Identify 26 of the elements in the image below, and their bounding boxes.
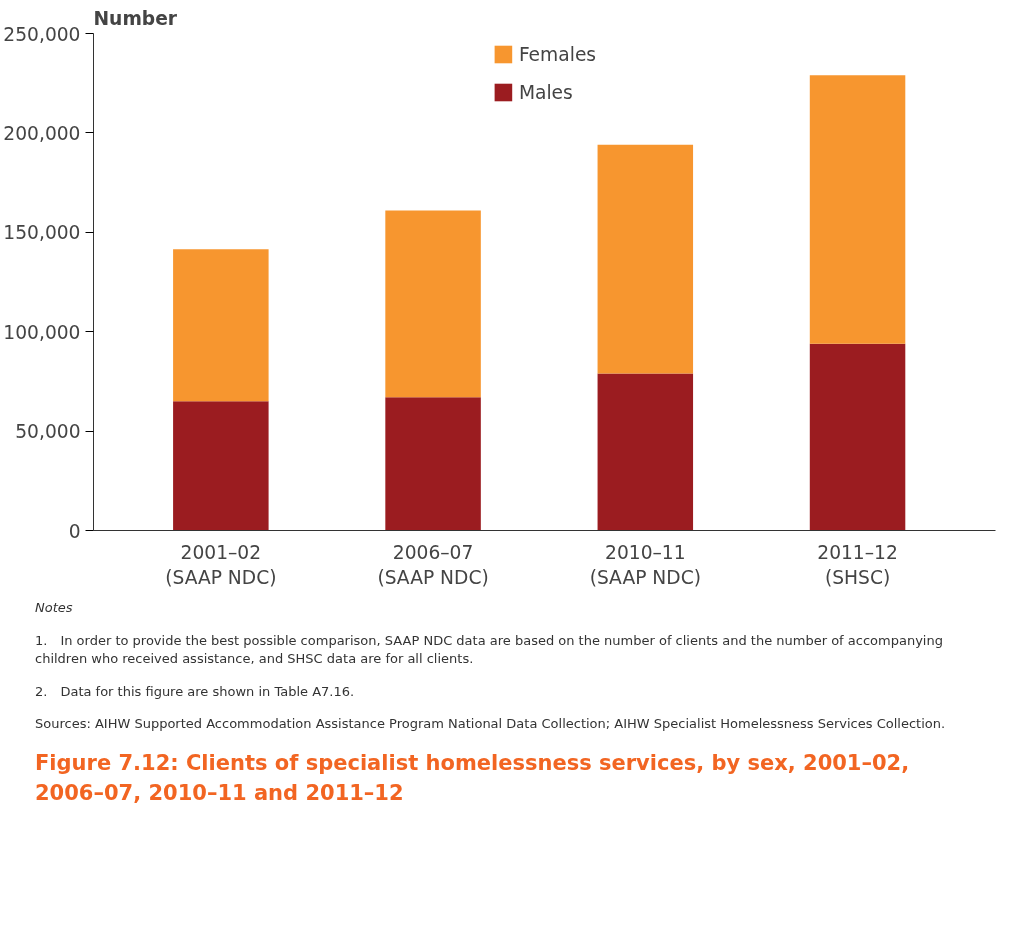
x-tick-label: 2010–11 (SAAP NDC) [589, 541, 701, 588]
text: Figure 7.12: Clients of specialist homelessness services, by sex, 2001–02, 2006–07, 2010–11 and 2011–12 [35, 749, 911, 807]
x-tick-label: 2011–12 (SHSC) [817, 541, 898, 588]
bar [597, 144, 694, 374]
text: 2. Data for this figure are shown in Table A7.16. [35, 682, 356, 701]
y-axis-title: Number [93, 7, 178, 29]
y-tick-label: 150,000 [3, 222, 81, 244]
x-tick-label: 2006–07 (SAAP NDC) [377, 541, 489, 588]
legend-label: Females [518, 43, 597, 65]
text: Notes [35, 599, 74, 617]
y-tick-label: 50,000 [15, 421, 81, 443]
bar [809, 75, 906, 344]
text: 1. In order to provide the best possible comparison, SAAP NDC data are based on the number of clients and the number of accompanying children who received assistance, and SHSC data are for all clients. [35, 631, 944, 669]
bar [597, 373, 694, 531]
y-tick-label: 100,000 [3, 321, 81, 343]
bar [173, 401, 269, 531]
x-tick-label: 2001–02 (SAAP NDC) [165, 541, 277, 588]
bar [385, 210, 481, 398]
y-tick-label: 250,000 [3, 23, 81, 45]
y-tick-label: 200,000 [3, 122, 81, 144]
y-tick-label: 0 [68, 520, 81, 542]
bar [173, 249, 269, 402]
bar [809, 343, 906, 531]
source-note: Sources: AIHW Supported Accommodation Assistance Program National Data Collection; AIHW Specialist Homelessness Services Collection. [35, 715, 947, 734]
bar [385, 397, 481, 531]
legend-label: Males [518, 81, 573, 103]
